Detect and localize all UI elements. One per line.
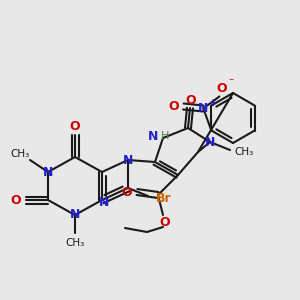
Text: CH₃: CH₃ [65,238,85,248]
Text: N: N [99,196,109,208]
Text: Br: Br [156,191,172,205]
Text: O: O [168,100,179,113]
Text: H: H [161,131,169,141]
Text: ⁻: ⁻ [229,77,234,88]
Text: O: O [216,82,227,95]
Text: O: O [160,217,170,230]
Text: N: N [70,208,80,221]
Text: O: O [186,94,196,106]
Text: N: N [123,154,133,166]
Text: N: N [43,166,53,178]
Text: CH₃: CH₃ [11,149,30,159]
Text: +: + [209,98,217,107]
Text: O: O [122,185,132,199]
Text: N: N [205,136,215,148]
Text: O: O [11,194,21,206]
Text: N: N [148,130,158,142]
Text: CH₃: CH₃ [234,147,254,157]
Text: N: N [198,102,208,115]
Text: O: O [70,121,80,134]
